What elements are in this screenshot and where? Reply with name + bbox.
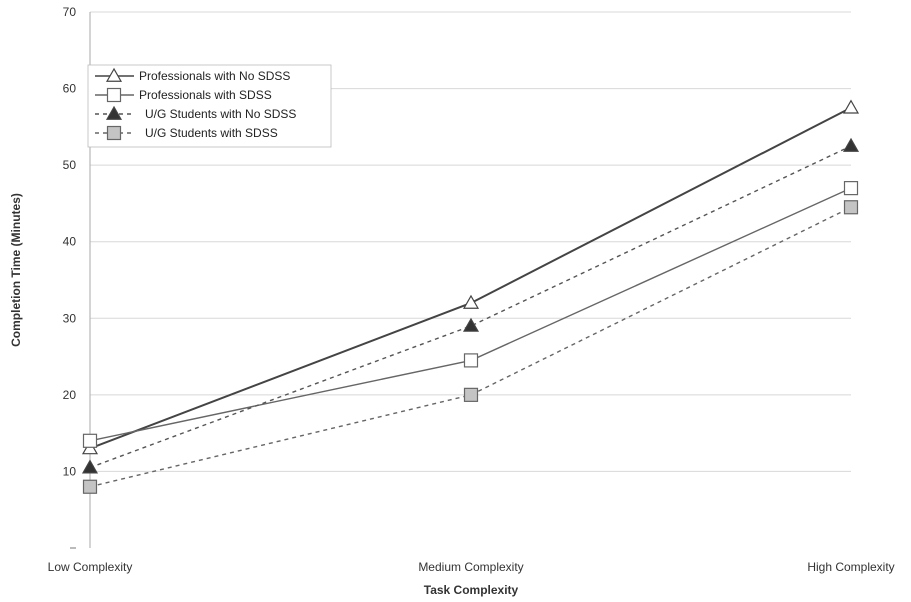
x-tick-label: Low Complexity <box>48 560 133 574</box>
legend: Professionals with No SDSS Professionals … <box>87 64 332 148</box>
legend-label: Professionals with SDSS <box>139 88 272 102</box>
triangle-marker <box>462 294 480 309</box>
y-tick-label: 70 <box>63 5 77 19</box>
legend-label: U/G Students with No SDSS <box>145 107 296 121</box>
triangle-marker <box>105 105 123 120</box>
triangle-marker <box>842 137 860 152</box>
series-4 <box>82 200 859 494</box>
square-marker <box>82 479 98 494</box>
y-tick-label: 50 <box>63 158 77 172</box>
square-marker <box>463 387 479 402</box>
y-tick-labels: 10 20 30 40 50 60 70 <box>63 5 77 549</box>
series-2 <box>82 181 859 448</box>
y-tick-label: 40 <box>63 235 77 249</box>
y-axis-title: Completion Time (Minutes) <box>9 193 23 347</box>
x-tick-label: High Complexity <box>807 560 894 574</box>
legend-entry: U/G Students with SDSS <box>95 125 278 141</box>
square-marker <box>106 125 122 141</box>
square-marker <box>106 87 122 103</box>
series-3 <box>81 137 860 474</box>
triangle-marker <box>462 317 480 332</box>
x-tick-label: Medium Complexity <box>418 560 523 574</box>
triangle-marker <box>105 67 123 82</box>
square-marker <box>843 200 859 215</box>
y-tick-label: 10 <box>63 464 77 478</box>
square-marker <box>82 433 98 448</box>
x-tick-labels: Low Complexity Medium Complexity High Comp… <box>48 560 895 574</box>
series-line <box>89 206 852 488</box>
legend-entry: U/G Students with No SDSS <box>95 105 296 121</box>
x-axis-title: Task Complexity <box>424 583 519 597</box>
legend-entry: Professionals with No SDSS <box>95 67 290 83</box>
y-tick-label: 60 <box>63 82 77 96</box>
y-tick-label: 30 <box>63 311 77 325</box>
square-marker <box>463 353 479 368</box>
series-group <box>81 99 860 494</box>
legend-label: Professionals with No SDSS <box>139 69 290 83</box>
legend-entry: Professionals with SDSS <box>95 87 272 103</box>
legend-label: U/G Students with SDSS <box>145 126 278 140</box>
y-tick-label: 20 <box>63 388 77 402</box>
square-marker <box>843 181 859 196</box>
triangle-marker <box>81 459 99 474</box>
triangle-marker <box>842 99 860 114</box>
series-line <box>89 187 852 442</box>
